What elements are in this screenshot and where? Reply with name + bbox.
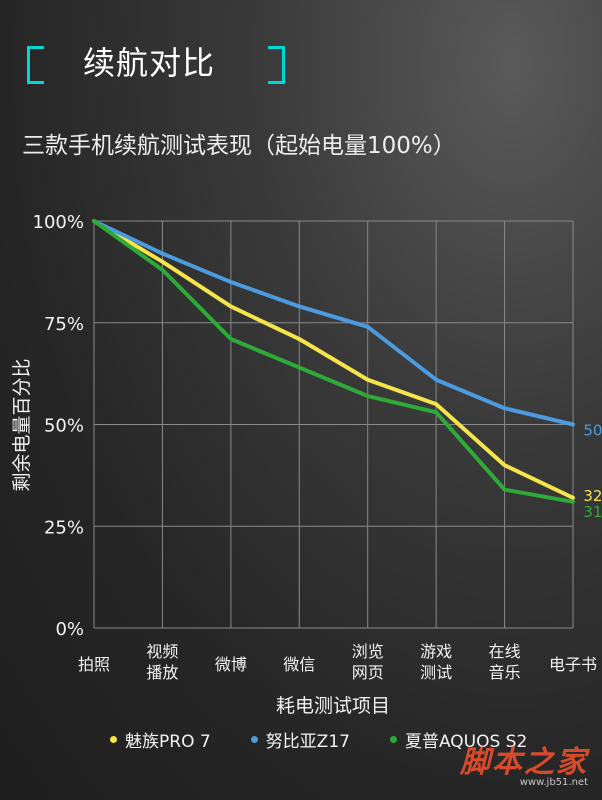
title-bracket-left xyxy=(27,46,44,84)
y-tick-label: 75% xyxy=(44,314,84,335)
y-axis-label: 剩余电量百分比 xyxy=(11,358,33,491)
end-data-label: 32% xyxy=(583,487,602,505)
end-data-label: 31% xyxy=(583,503,602,521)
legend-item-sharp: 夏普AQUOS S2 xyxy=(389,727,528,752)
chart-legend: 魅族PRO 7 努比亚Z17 夏普AQUOS S2 xyxy=(110,727,527,752)
watermark-url: www.jb51.net xyxy=(519,777,588,788)
watermark-logo: 脚本之家 xyxy=(460,745,588,780)
x-tick-label: 浏览网页 xyxy=(352,642,384,682)
x-tick-label: 电子书 xyxy=(549,655,597,674)
legend-label: 魅族PRO 7 xyxy=(125,732,211,752)
page-title: 续航对比 xyxy=(83,44,216,82)
x-tick-label: 拍照 xyxy=(78,655,110,674)
title-bracket-right xyxy=(268,46,285,84)
x-tick-label: 在线音乐 xyxy=(489,642,521,682)
legend-label: 努比亚Z17 xyxy=(265,732,350,752)
legend-dot xyxy=(250,736,258,743)
x-tick-label: 微信 xyxy=(283,655,315,674)
legend-dot xyxy=(110,736,117,743)
legend-dot xyxy=(389,736,397,743)
y-tick-label: 0% xyxy=(55,619,84,640)
end-data-label: 50% xyxy=(583,422,602,440)
chart-title: 三款手机续航测试表现（起始电量100%） xyxy=(22,133,456,159)
title-box: 续航对比 xyxy=(27,44,285,84)
legend-label: 夏普AQUOS S2 xyxy=(404,732,528,752)
x-axis-label: 耗电测试项目 xyxy=(276,695,390,717)
watermark: 脚本之家 www.jb51.net xyxy=(460,737,588,788)
x-tick-label: 游戏测试 xyxy=(420,642,452,682)
y-tick-label: 25% xyxy=(44,517,84,538)
series-line xyxy=(92,219,575,427)
series-line xyxy=(92,219,575,500)
x-tick-label: 视频播放 xyxy=(146,642,178,682)
y-tick-label: 50% xyxy=(44,416,84,437)
x-tick-label: 微博 xyxy=(215,655,247,674)
legend-item-nubia: 努比亚Z17 xyxy=(250,727,350,752)
series-line xyxy=(92,219,575,504)
legend-item-meizu: 魅族PRO 7 xyxy=(110,727,211,752)
y-tick-label: 100% xyxy=(33,212,84,233)
